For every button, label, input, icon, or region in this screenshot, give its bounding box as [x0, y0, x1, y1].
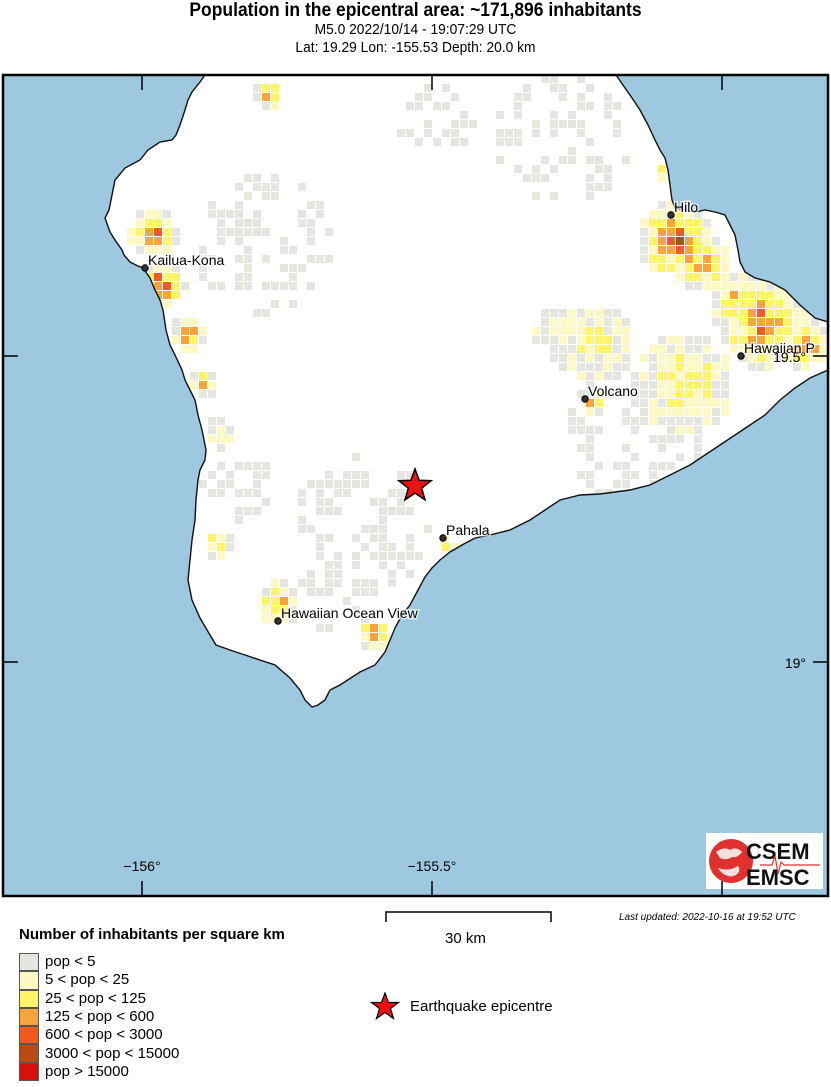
population-legend: pop < 5 5 < pop < 25 25 < pop < 125 125 …	[19, 953, 180, 1082]
legend-label: 125 < pop < 600	[45, 1008, 155, 1026]
epicenter-star-icon	[396, 466, 434, 502]
svg-text:−155.5°: −155.5°	[408, 858, 457, 874]
city-label: Volcano	[588, 383, 638, 399]
legend-swatch	[19, 971, 39, 990]
city-dot-icon	[439, 534, 447, 542]
city-dot-icon	[141, 264, 149, 272]
city-dot-icon	[274, 617, 282, 625]
scale-bar	[385, 911, 552, 922]
map-title: Population in the epicentral area: ~171,…	[189, 0, 642, 21]
graticule-ticks	[3, 75, 828, 896]
logo-csem-text: CSEM	[746, 839, 810, 864]
svg-text:19.5°: 19.5°	[773, 349, 806, 365]
legend-item: 5 < pop < 25	[19, 971, 179, 990]
logo-emsc-text: EMSC	[746, 865, 810, 890]
legend-swatch	[19, 953, 39, 972]
csem-emsc-logo: CSEM EMSC	[706, 833, 823, 890]
svg-text:19°: 19°	[785, 655, 806, 671]
legend-swatch	[19, 1026, 39, 1045]
legend-title: Number of inhabitants per square km	[19, 926, 285, 943]
epicentre-legend: Earthquake epicentre	[370, 992, 553, 1020]
map-frame	[1, 73, 830, 898]
legend-item: pop < 5	[19, 953, 179, 972]
legend-item: pop > 15000	[19, 1062, 179, 1082]
legend-item: 600 < pop < 3000	[19, 1026, 179, 1045]
legend-label: pop < 5	[45, 953, 96, 971]
graticule-labels: 19.5° 19° −156° −155.5°	[123, 349, 806, 874]
city-dot-icon	[667, 211, 675, 219]
legend-item: 125 < pop < 600	[19, 1007, 179, 1027]
city-label: Hawaiian Ocean View	[281, 605, 419, 621]
legend-label: 3000 < pop < 15000	[45, 1044, 180, 1062]
epicentre-legend-label: Earthquake epicentre	[410, 997, 553, 1015]
legend-item: 25 < pop < 125	[19, 989, 179, 1008]
legend-swatch	[19, 1044, 39, 1063]
legend-label: pop > 15000	[45, 1062, 129, 1080]
legend-swatch	[19, 989, 39, 1008]
city-label: Hilo	[674, 199, 698, 215]
city-dot-icon	[581, 395, 589, 403]
coastline	[104, 75, 828, 708]
population-density-cells	[127, 75, 828, 650]
legend-label: 5 < pop < 25	[45, 971, 130, 989]
scale-bar-label: 30 km	[445, 930, 486, 947]
legend-swatch	[19, 1007, 39, 1027]
event-line: M5.0 2022/10/14 - 19:07:29 UTC	[314, 21, 517, 38]
location-line: Lat: 19.29 Lon: -155.53 Depth: 20.0 km	[295, 39, 536, 56]
legend-swatch	[19, 1062, 39, 1082]
legend-label: 25 < pop < 125	[45, 989, 146, 1007]
svg-text:−156°: −156°	[123, 858, 160, 874]
last-updated: Last updated: 2022-10-16 at 19:52 UTC	[619, 912, 796, 923]
city-label: Pahala	[446, 522, 490, 538]
legend-item: 3000 < pop < 15000	[19, 1044, 180, 1063]
city-label: Kailua-Kona	[148, 252, 224, 268]
legend-label: 600 < pop < 3000	[45, 1026, 163, 1044]
city-label: Hawaiian P	[744, 340, 815, 356]
city-markers: Kailua-Kona Hilo Hawaiian P Volcano Pahala Ha…	[141, 198, 816, 625]
city-dot-icon	[737, 352, 745, 360]
epicenter-star-icon	[370, 992, 400, 1020]
